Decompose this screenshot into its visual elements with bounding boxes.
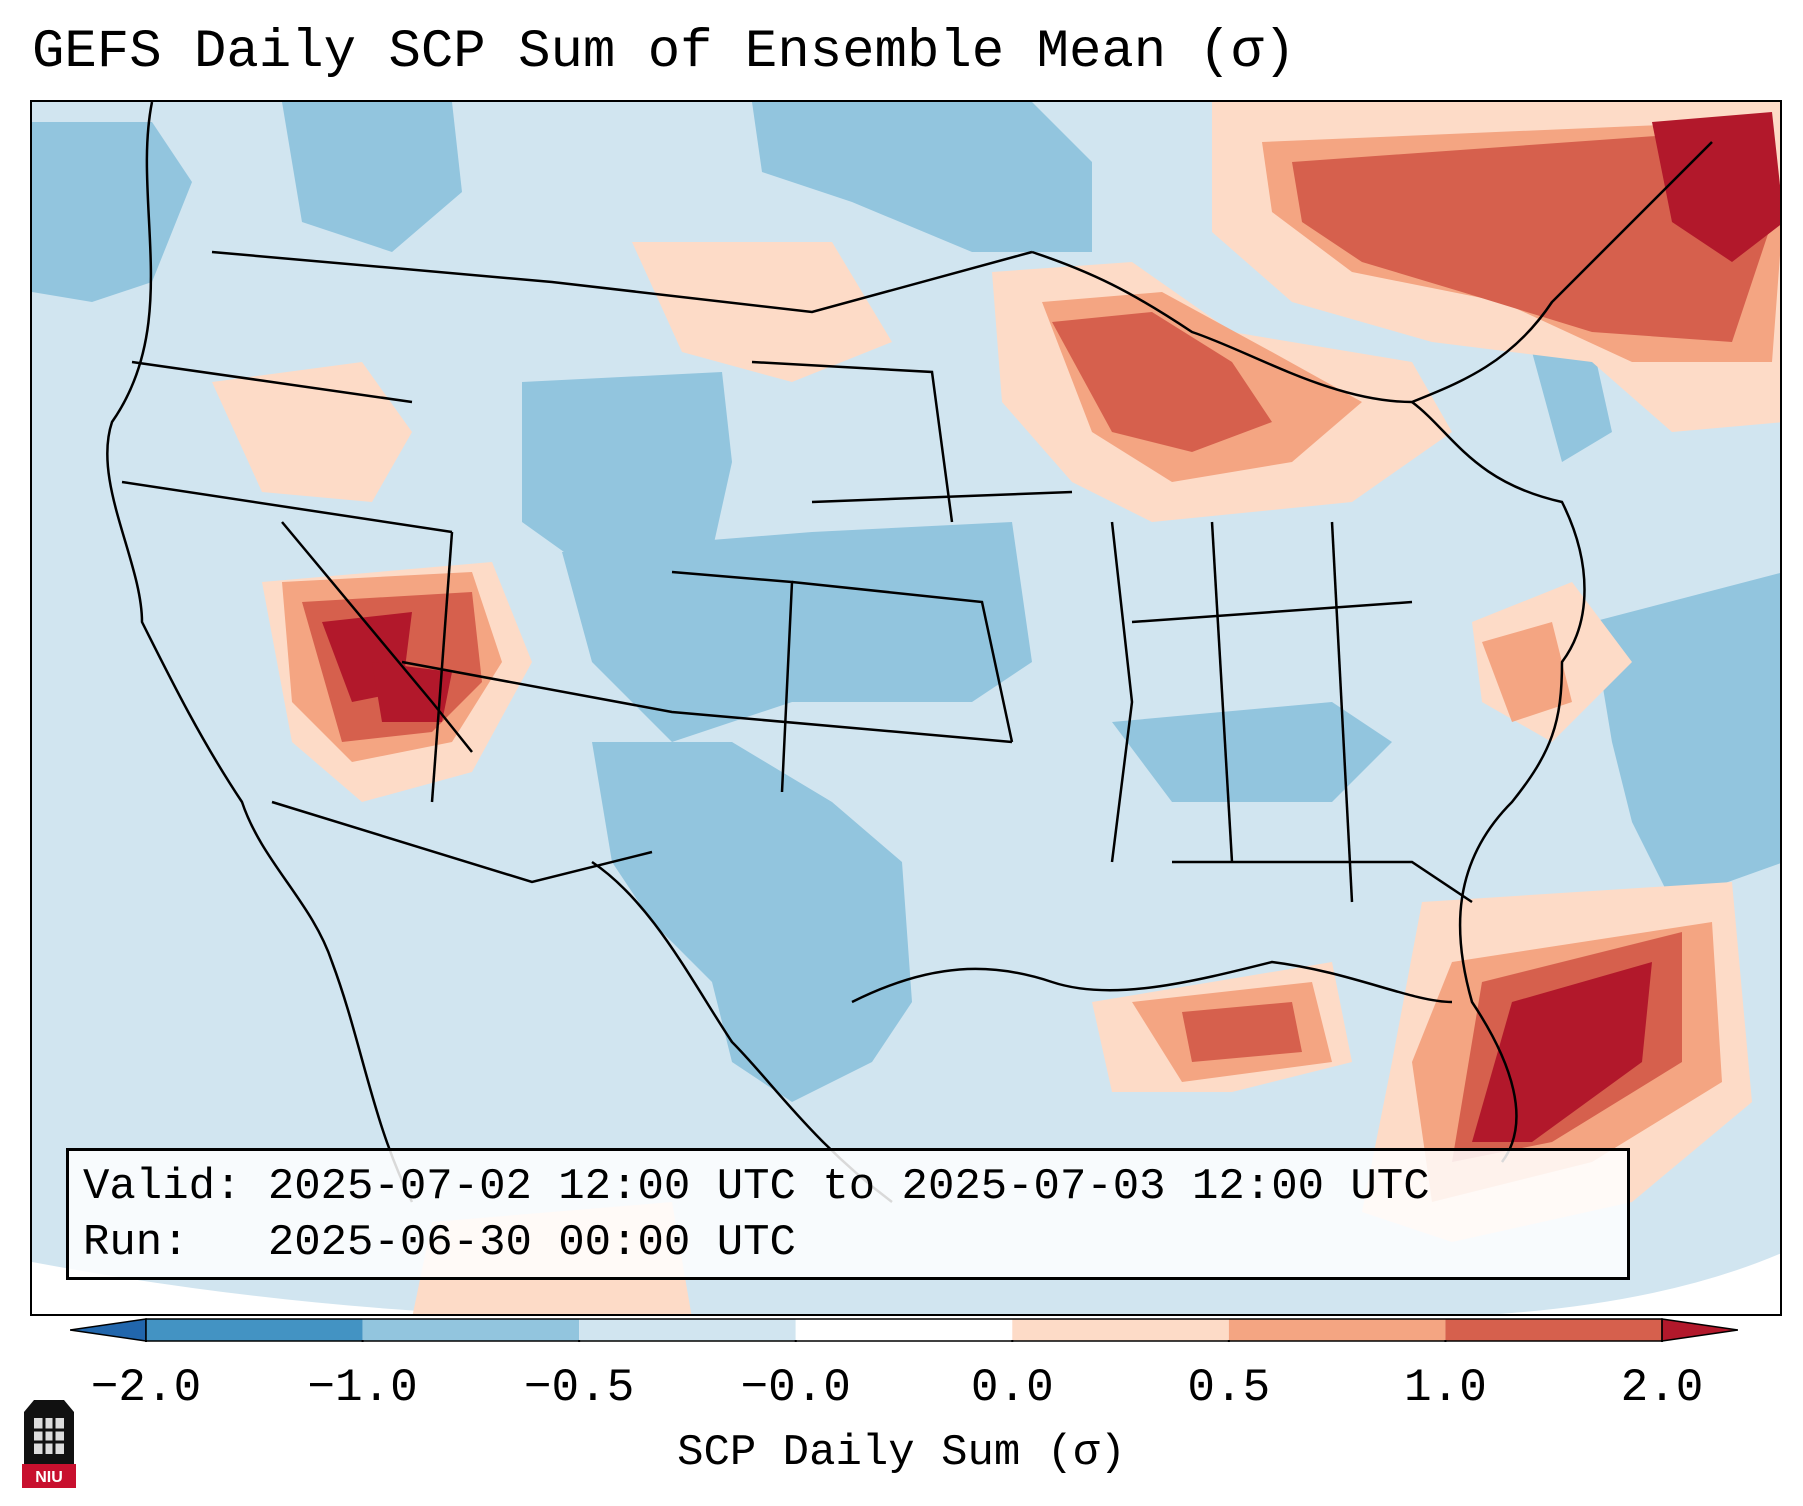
colorbar-tick-label: 0.5 (1187, 1362, 1271, 1414)
wisconsin-strong (1052, 312, 1272, 452)
map-panel (30, 100, 1782, 1316)
in-oh-line (1210, 521, 1234, 863)
ga-line (1330, 521, 1354, 903)
colorbar-segment-6 (1445, 1319, 1662, 1341)
colorbar-segment-0 (146, 1319, 363, 1341)
pacific-nw-negative (32, 122, 192, 302)
manitoba-negative (752, 102, 1092, 252)
ca-or-line (121, 480, 453, 534)
run-line: Run: 2025-06-30 00:00 UTC (83, 1218, 796, 1268)
colorbar (70, 1318, 1738, 1342)
colorbar-tick-label: 2.0 (1620, 1362, 1704, 1414)
chart-title: GEFS Daily SCP Sum of Ensemble Mean (σ) (32, 22, 1296, 83)
colorbar-svg (70, 1318, 1738, 1342)
sd-outline (751, 360, 954, 523)
oregon-light (212, 362, 412, 502)
bc-negative (282, 102, 462, 252)
colorbar-tick-label: −1.0 (307, 1362, 418, 1414)
quebec-strong (1292, 132, 1772, 342)
colorbar-outline (145, 1318, 1663, 1342)
niu-logo-window (34, 1418, 64, 1454)
or-wa-line (131, 360, 413, 404)
texas-mexico-border (591, 860, 893, 1203)
arizona-extreme (372, 662, 452, 722)
niu-logo: NIU (22, 1400, 76, 1488)
projection-edge-left (32, 1262, 473, 1314)
az-ut-line (401, 660, 1013, 744)
east-coastline (1411, 401, 1586, 1163)
niu-logo-text: NIU (35, 1469, 63, 1486)
colorbar-segment-5 (1228, 1319, 1446, 1341)
ny-negative (1532, 342, 1612, 462)
kansas-line (791, 580, 1014, 743)
il-line (1110, 521, 1134, 863)
mexico-border-west (271, 800, 653, 884)
valid-run-info: Valid: 2025-07-02 12:00 UTC to 2025-07-0… (66, 1148, 1630, 1280)
projection-edge-right (1498, 1253, 1780, 1314)
colorbar-label: SCP Daily Sum (σ) (677, 1428, 1126, 1478)
colorbar-segment-2 (579, 1319, 796, 1341)
colorbar-tick-label: −0.5 (523, 1362, 635, 1414)
atlantic-negative (1592, 573, 1780, 902)
niu-logo-banner (22, 1464, 76, 1488)
negative-anomaly-areas (32, 102, 1780, 1102)
nv-ut-line (430, 531, 454, 803)
labrador-extreme (1652, 112, 1780, 262)
colorbar-segment-1 (362, 1319, 580, 1341)
colorbar-tick-label: 0.0 (970, 1362, 1054, 1414)
wyoming-negative (522, 372, 732, 572)
colorbar-extend-low (70, 1318, 147, 1342)
gulf-coastline (851, 960, 1453, 1004)
west-coastline (106, 102, 414, 1203)
canada-border-west (211, 250, 1033, 314)
ne-line (811, 490, 1073, 504)
central-plains-negative (562, 522, 1032, 742)
ohio-river-line (1131, 600, 1413, 624)
boundaries (106, 102, 1713, 1203)
colorbar-tick-label: 1.0 (1404, 1362, 1487, 1414)
south-states-line (1172, 860, 1473, 904)
valid-line: Valid: 2025-07-02 12:00 UTC to 2025-07-0… (83, 1162, 1430, 1212)
virginia-medium (1482, 622, 1572, 722)
dakotas-light (632, 242, 892, 382)
colorbar-tick-label: −0.0 (740, 1362, 851, 1414)
colorbar-segment-3 (795, 1319, 1013, 1341)
colorbar-segment-4 (1012, 1319, 1229, 1341)
tennessee-negative (1112, 702, 1392, 802)
texas-negative (592, 742, 912, 1102)
gulf-strong (1182, 1002, 1302, 1062)
colorbar-tick-label: −2.0 (90, 1362, 202, 1414)
florida-extreme (1472, 962, 1652, 1142)
colorbar-extend-high (1661, 1318, 1738, 1342)
extreme-positive-areas (322, 112, 1780, 1142)
ca-nv-line (281, 521, 473, 753)
map-canvas (32, 102, 1780, 1314)
